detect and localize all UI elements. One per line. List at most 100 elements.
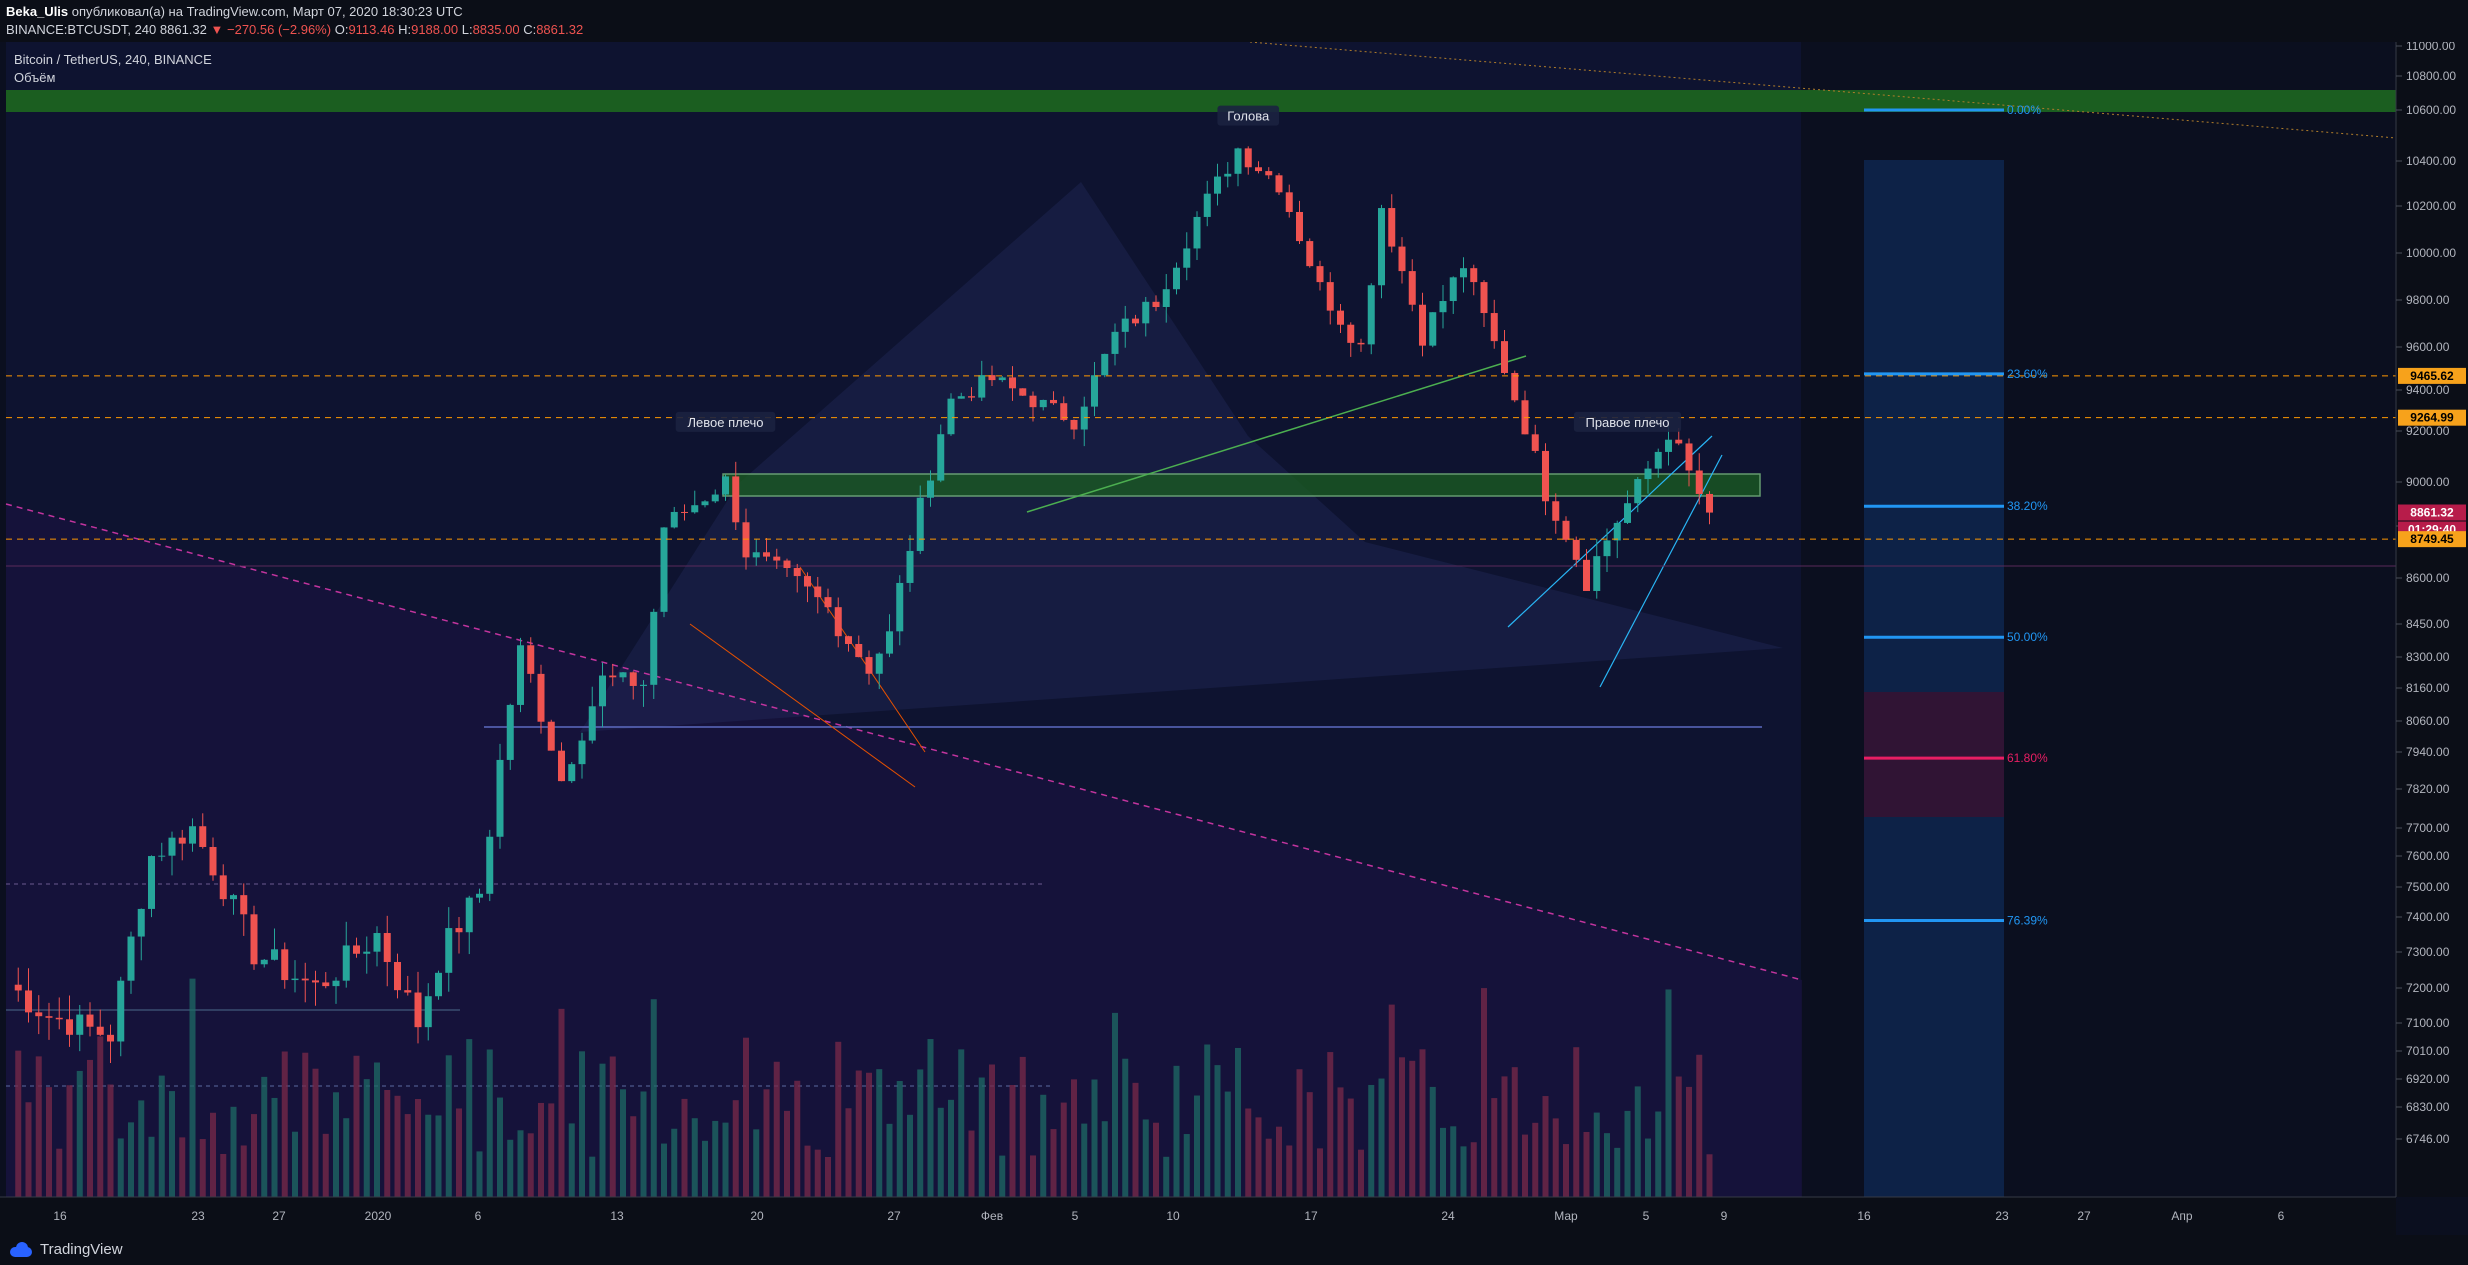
volume-bar: [322, 1133, 329, 1197]
volume-bar: [1368, 1084, 1375, 1197]
drawings-background: [6, 42, 2396, 1197]
volume-bar: [773, 1061, 780, 1197]
volume-bar: [568, 1123, 575, 1197]
volume-bar: [1030, 1155, 1036, 1197]
volume-bar: [394, 1095, 401, 1197]
volume-bar: [1675, 1076, 1682, 1197]
orange-wedge-line-1: [689, 623, 916, 788]
volume-bar: [732, 1100, 739, 1197]
time-tick-label: 13: [610, 1209, 624, 1223]
volume-legend[interactable]: Объём: [14, 70, 56, 85]
candle-body: [1111, 331, 1119, 354]
volume-bar: [1265, 1138, 1272, 1197]
volume-bar: [671, 1128, 678, 1197]
volume-bar: [251, 1114, 257, 1197]
candle-body: [1337, 310, 1344, 325]
price-tick-label: 6920.00: [2406, 1072, 2450, 1086]
price-tick-label: 9400.00: [2406, 383, 2450, 397]
price-tick-label: 6746.00: [2406, 1132, 2450, 1146]
volume-bar: [548, 1103, 555, 1197]
candle-body: [660, 527, 668, 612]
volume-bar: [128, 1122, 134, 1197]
volume-bar: [1071, 1079, 1077, 1197]
volume-bar: [210, 1112, 216, 1197]
candle-body: [1613, 522, 1621, 541]
volume-bar: [968, 1130, 975, 1197]
time-tick-label: 17: [1304, 1209, 1318, 1223]
candle-body: [137, 908, 145, 937]
candle-body: [711, 494, 719, 502]
volume-bar: [1132, 1082, 1139, 1197]
volume-bar: [825, 1156, 831, 1197]
volume-bar: [117, 1138, 124, 1197]
trend-lines: [5, 42, 2397, 1087]
volume-bar: [886, 1123, 893, 1197]
high-value: 9188.00: [411, 22, 459, 37]
candle-body: [1603, 540, 1611, 557]
tradingview-logo[interactable]: TradingView: [8, 1241, 123, 1258]
price-tag-box: [2398, 504, 2466, 521]
candle-body: [1296, 211, 1303, 242]
price-tick-label: 10800.00: [2406, 69, 2456, 83]
volume-bar: [179, 1137, 186, 1197]
candle-body: [1624, 503, 1631, 523]
candle-body: [1357, 342, 1365, 345]
volume-bar: [1614, 1147, 1621, 1197]
volume-bar: [312, 1068, 319, 1197]
orange-wedge-line-2: [799, 566, 926, 753]
candle-body: [1439, 301, 1447, 313]
volume-bar: [753, 1129, 760, 1197]
orange-dotted-trendline: [1249, 42, 2397, 139]
candle-body: [968, 396, 975, 398]
price-tag-label: 9264.99: [2410, 411, 2454, 425]
volume-bar: [527, 1133, 534, 1197]
candle-body: [1480, 282, 1488, 314]
candle-body: [640, 684, 647, 686]
volume-bar: [804, 1145, 811, 1197]
volume-bar: [1112, 1012, 1118, 1197]
candle-body: [1695, 470, 1703, 494]
time-tick-label: 23: [1995, 1209, 2009, 1223]
volume-bar: [640, 1091, 647, 1197]
price-tick-label: 10600.00: [2406, 103, 2456, 117]
volume-bar: [1686, 1086, 1692, 1197]
candle-body: [127, 936, 135, 981]
author-name[interactable]: Beka_Ulis: [6, 4, 69, 19]
volume-bar: [1183, 1134, 1190, 1197]
candle-body: [1193, 216, 1201, 249]
candle-body: [1665, 439, 1672, 452]
fib-level-label: 50.00%: [2007, 630, 2048, 644]
candle-body: [517, 645, 524, 705]
candle-body: [1583, 559, 1590, 591]
pink-zone: [6, 504, 1802, 1197]
volume-bar: [220, 1153, 227, 1197]
candle-body: [886, 631, 893, 654]
volume-bar: [1450, 1126, 1457, 1197]
volume-bar: [148, 1136, 155, 1197]
candle-body: [76, 1014, 84, 1035]
candle-body: [752, 552, 760, 558]
volume-bar: [97, 1036, 104, 1197]
price-tick-label: 7010.00: [2406, 1044, 2450, 1058]
volume-bar: [1388, 1004, 1395, 1197]
fib-red-zone: [1864, 692, 2004, 817]
volume-bar: [743, 1037, 749, 1197]
annotation-label: Правое плечо: [1585, 415, 1669, 430]
candle-body: [86, 1014, 94, 1027]
volume-bar: [1429, 1086, 1436, 1197]
volume-bar: [579, 1051, 585, 1197]
price-chart[interactable]: 0.00% 23.60% 38.20% 50.00% 61.80% 76.39% Голо…: [0, 42, 2468, 1235]
volume-bar: [497, 1097, 503, 1197]
series-title[interactable]: Bitcoin / TetherUS, 240, BINANCE: [14, 52, 212, 67]
candle-body: [260, 959, 268, 965]
candle-body: [353, 945, 360, 954]
volume-bar: [199, 1139, 206, 1197]
price-tick-label: 9200.00: [2406, 424, 2450, 438]
candle-body: [35, 1012, 43, 1017]
price-tick-label: 8300.00: [2406, 650, 2450, 664]
candle-body: [1183, 248, 1191, 268]
candle-body: [1644, 468, 1652, 480]
volume-bars: [15, 978, 1713, 1197]
candle-body: [45, 1016, 53, 1018]
candle-body: [1654, 451, 1662, 469]
